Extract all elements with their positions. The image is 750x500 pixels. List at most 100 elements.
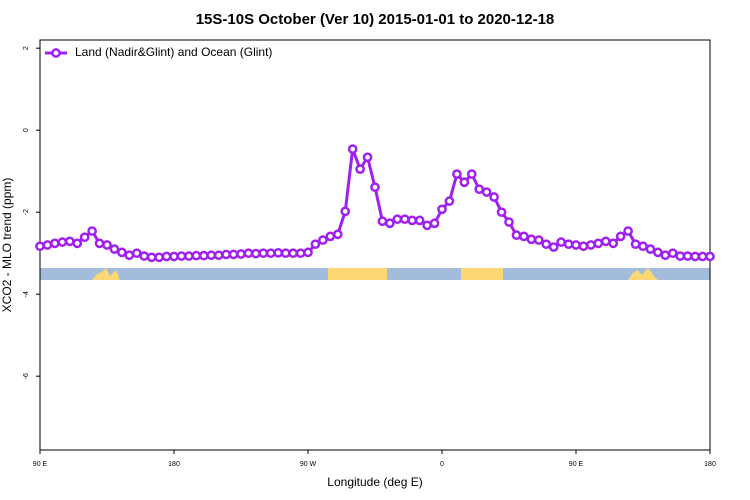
data-point (139, 251, 150, 261)
data-point (154, 252, 164, 263)
land-band (92, 268, 120, 280)
data-point (273, 247, 284, 258)
data-point (295, 248, 306, 259)
land-band (461, 268, 503, 280)
data-point (377, 216, 388, 227)
data-point (519, 231, 529, 242)
y-tick-label: -6 (23, 373, 30, 379)
data-point (548, 242, 559, 252)
data-point (362, 152, 373, 163)
data-point (72, 238, 83, 249)
data-point (526, 234, 537, 245)
land-band (328, 268, 387, 280)
data-point (206, 250, 217, 261)
data-point (102, 240, 112, 250)
data-point (243, 248, 254, 259)
data-point (697, 251, 708, 262)
data-point (429, 218, 440, 229)
data-point (236, 249, 246, 259)
y-tick-label: 0 (23, 128, 30, 132)
data-point (444, 196, 455, 206)
chart-title: 15S-10S October (Ver 10) 2015-01-01 to 2… (196, 11, 555, 28)
legend-label: Land (Nadir&Glint) and Ocean (Glint) (75, 45, 272, 59)
data-point (392, 214, 403, 225)
data-point (124, 250, 135, 261)
data-point (42, 240, 53, 250)
data-point (660, 250, 671, 261)
data-point (645, 244, 656, 254)
data-point (184, 251, 194, 261)
data-point (481, 187, 492, 197)
data-point (355, 164, 365, 174)
data-point (459, 177, 470, 188)
data-point (466, 169, 477, 179)
data-point (563, 239, 574, 250)
data-point (288, 248, 298, 259)
data-point (228, 249, 239, 260)
data-point (422, 220, 432, 231)
data-point (407, 215, 418, 226)
data-point (556, 237, 566, 247)
x-tick-label: 180 (704, 461, 716, 468)
data-point (340, 206, 351, 217)
x-tick-label: 90 E (569, 461, 584, 468)
data-point (318, 235, 328, 245)
data-point (198, 250, 209, 261)
data-point (370, 182, 380, 193)
data-point (265, 248, 276, 259)
data-point (399, 214, 410, 225)
data-point (280, 248, 291, 259)
data-point (79, 232, 90, 243)
x-axis-label: Longitude (deg E) (327, 475, 422, 489)
x-tick-label: 90 E (33, 461, 48, 468)
data-point (571, 240, 581, 250)
data-point (94, 238, 105, 249)
data-point (452, 169, 462, 179)
data-point (511, 230, 522, 241)
y-axis-label: XCO2 - MLO trend (ppm) (0, 178, 14, 313)
data-point (347, 144, 358, 154)
land-band (628, 268, 658, 280)
data-point (600, 236, 611, 247)
data-point (504, 217, 514, 227)
data-point (109, 244, 120, 254)
data-point (615, 231, 626, 242)
y-tick-label: 2 (23, 46, 30, 50)
data-point (653, 247, 663, 258)
land-ocean-band (40, 268, 710, 280)
y-tick-label: -4 (23, 291, 30, 297)
data-point (191, 250, 202, 261)
data-point (221, 249, 231, 260)
legend-marker (51, 48, 61, 58)
data-point (630, 239, 641, 250)
data-point (176, 251, 187, 261)
data-point (303, 247, 313, 258)
data-point (690, 251, 700, 262)
data-point (541, 239, 552, 250)
x-tick-label: 0 (440, 461, 444, 468)
data-point (675, 251, 686, 261)
x-tick-label: 180 (168, 461, 180, 468)
data-point (489, 192, 499, 202)
data-point (332, 229, 343, 240)
data-point (608, 238, 619, 249)
data-point (586, 240, 596, 250)
data-point (474, 184, 485, 195)
data-point (496, 207, 507, 218)
data-point (213, 250, 224, 261)
data-point (146, 252, 157, 263)
data-point (251, 248, 261, 259)
data-point (169, 251, 179, 262)
data-point (64, 236, 75, 247)
data-point (310, 239, 321, 250)
data-point (593, 238, 604, 249)
data-point (578, 241, 589, 252)
data-point (161, 251, 172, 262)
x-tick-label: 90 W (300, 461, 317, 468)
data-point (117, 247, 127, 258)
data-point (638, 241, 648, 252)
data-point (667, 248, 678, 259)
data-point (437, 204, 447, 215)
data-point (258, 248, 269, 259)
